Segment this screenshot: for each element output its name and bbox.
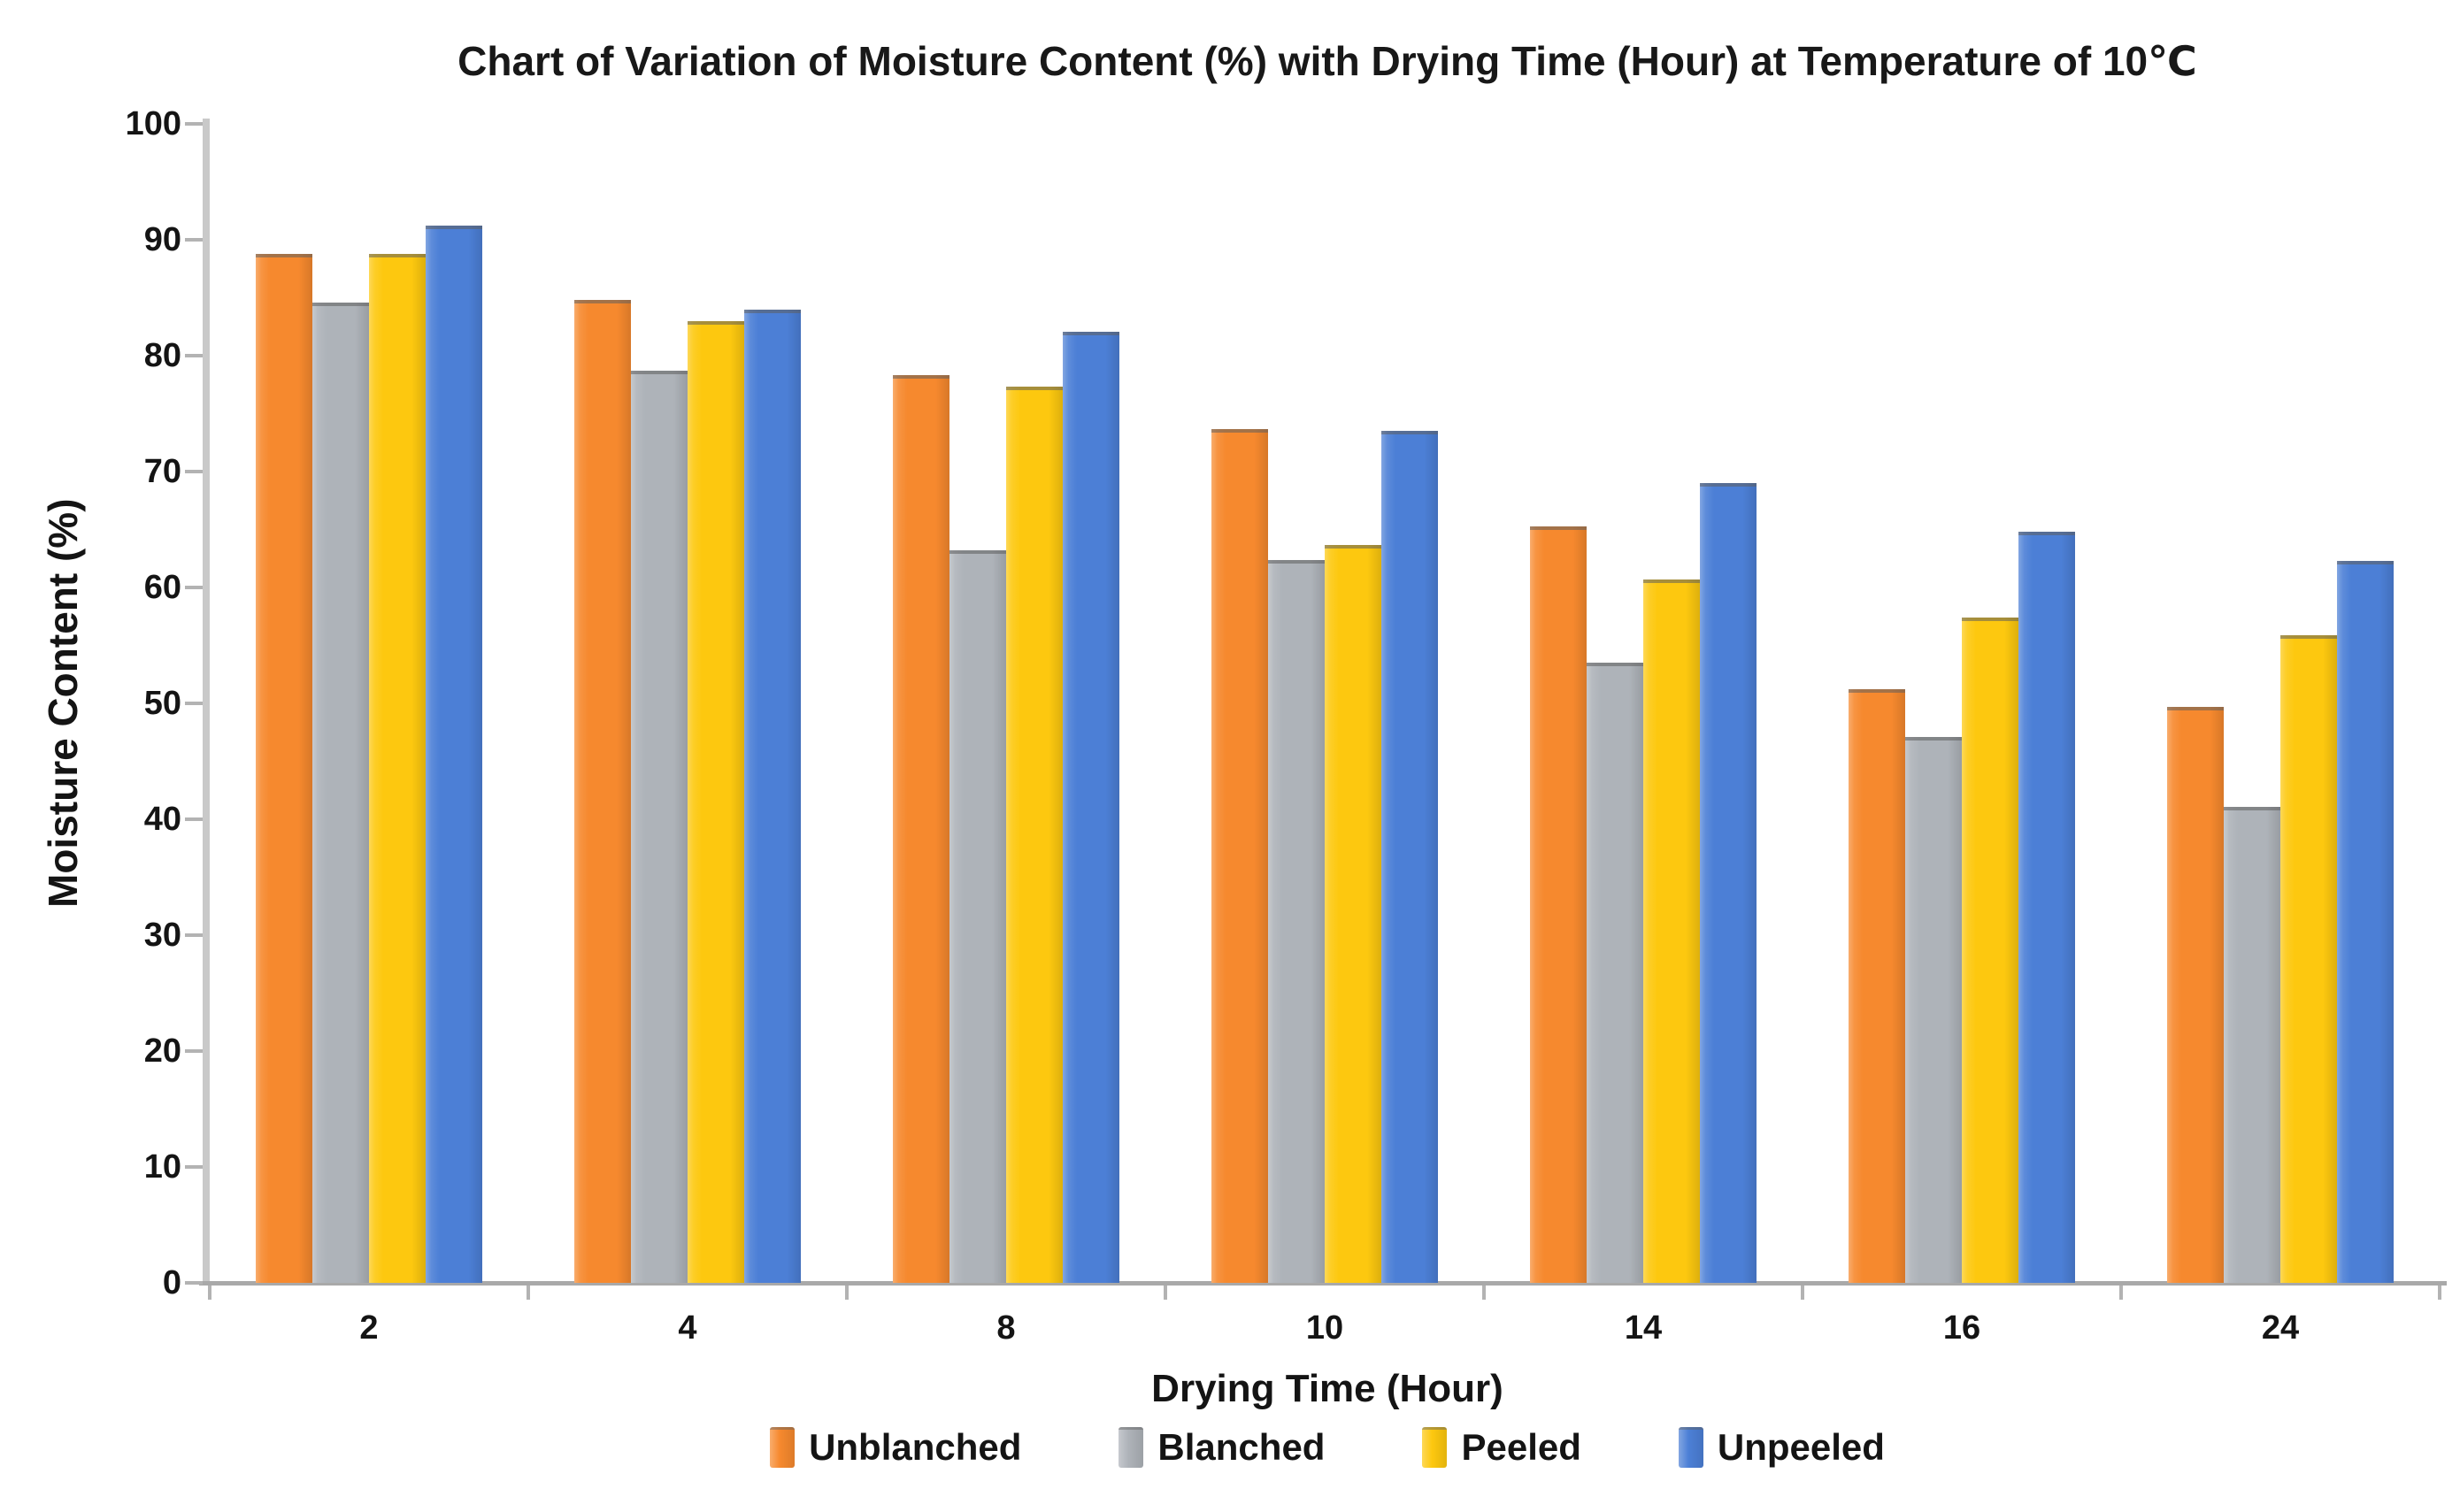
bar-blanched-8h (949, 550, 1006, 1283)
y-axis-title: Moisture Content (%) (40, 498, 86, 909)
y-tick-label: 0 (162, 1264, 181, 1301)
y-axis-tick (185, 122, 203, 126)
bar-peeled-24h (2280, 634, 2337, 1283)
plot-area (210, 124, 2440, 1283)
y-axis-tick (185, 470, 203, 473)
y-tick-label: 10 (143, 1148, 181, 1186)
y-axis-line (203, 119, 210, 1286)
x-axis-tick (2438, 1286, 2441, 1300)
y-axis-tick (185, 933, 203, 937)
y-axis-tick (185, 1049, 203, 1053)
y-tick-label: 100 (125, 105, 181, 142)
bar-unpeeled-16h (2018, 532, 2075, 1283)
bar-peeled-10h (1325, 544, 1381, 1283)
y-axis-tick (185, 1165, 203, 1169)
bar-peeled-16h (1962, 618, 2018, 1283)
bar-unpeeled-4h (744, 309, 801, 1283)
y-tick-label: 20 (143, 1032, 181, 1070)
x-axis-line (199, 1281, 2447, 1286)
bar-unpeeled-8h (1063, 331, 1119, 1283)
y-axis-tick (185, 1281, 203, 1285)
y-axis-tick (185, 702, 203, 705)
y-tick-label: 90 (143, 221, 181, 258)
y-tick-label: 30 (143, 917, 181, 954)
bar-unblanched-4h (574, 300, 631, 1283)
x-category-label: 24 (2261, 1309, 2300, 1347)
legend-item-blanched: Blanched (1119, 1426, 1325, 1469)
bar-blanched-4h (631, 371, 688, 1283)
x-category-label: 10 (1305, 1309, 1344, 1347)
bar-blanched-14h (1587, 663, 1643, 1283)
bar-blanched-10h (1268, 559, 1325, 1283)
legend-label-peeled: Peeled (1461, 1426, 1581, 1468)
x-axis-tick (1801, 1286, 1804, 1300)
chart-legend: Unblanched Blanched Peeled Unpeeled (204, 1426, 2451, 1469)
bar-unblanched-16h (1849, 689, 1905, 1283)
bar-unpeeled-10h (1381, 431, 1438, 1283)
bar-peeled-14h (1643, 579, 1700, 1283)
bar-blanched-16h (1905, 737, 1962, 1283)
x-axis-title: Drying Time (Hour) (1151, 1367, 1503, 1410)
legend-label-unblanched: Unblanched (809, 1426, 1022, 1468)
legend-item-peeled: Peeled (1422, 1426, 1581, 1469)
y-tick-label: 50 (143, 685, 181, 722)
y-tick-label: 60 (143, 569, 181, 606)
x-category-label: 4 (678, 1309, 697, 1347)
x-axis-tick (208, 1286, 211, 1300)
legend-label-unpeeled: Unpeeled (1717, 1426, 1885, 1468)
bar-unblanched-2h (256, 253, 312, 1283)
legend-item-unblanched: Unblanched (770, 1426, 1021, 1469)
x-axis-tick (2119, 1286, 2123, 1300)
legend-swatch-unpeeled (1678, 1427, 1703, 1468)
y-axis-tick (185, 354, 203, 357)
bar-unpeeled-14h (1700, 483, 1757, 1283)
bar-peeled-4h (688, 320, 744, 1283)
bar-peeled-2h (369, 253, 426, 1283)
bar-peeled-8h (1006, 387, 1063, 1283)
legend-label-blanched: Blanched (1157, 1426, 1326, 1468)
legend-swatch-blanched (1119, 1427, 1144, 1468)
y-tick-label: 40 (143, 801, 181, 838)
y-axis-tick (185, 238, 203, 242)
y-tick-label: 70 (143, 453, 181, 490)
x-axis-tick (1482, 1286, 1486, 1300)
x-axis-tick (527, 1286, 530, 1300)
y-tick-label: 80 (143, 337, 181, 374)
x-category-label: 2 (359, 1309, 379, 1347)
legend-item-unpeeled: Unpeeled (1678, 1426, 1885, 1469)
x-category-label: 16 (1942, 1309, 1981, 1347)
bar-unblanched-14h (1530, 526, 1587, 1283)
bar-blanched-24h (2224, 806, 2280, 1283)
x-axis-tick (1164, 1286, 1167, 1300)
y-axis-tick (185, 817, 203, 821)
bar-unblanched-8h (893, 375, 949, 1283)
bar-unpeeled-24h (2337, 560, 2394, 1283)
legend-swatch-unblanched (770, 1427, 796, 1468)
bar-unblanched-24h (2167, 706, 2224, 1283)
y-axis-tick (185, 586, 203, 589)
chart-title: Chart of Variation of Moisture Content (… (457, 38, 2197, 84)
x-axis-tick (845, 1286, 849, 1300)
bar-unblanched-10h (1211, 428, 1268, 1283)
bar-unpeeled-2h (426, 226, 482, 1283)
x-category-label: 14 (1624, 1309, 1663, 1347)
x-category-label: 8 (996, 1309, 1016, 1347)
bar-blanched-2h (312, 302, 369, 1283)
legend-swatch-peeled (1422, 1427, 1448, 1468)
